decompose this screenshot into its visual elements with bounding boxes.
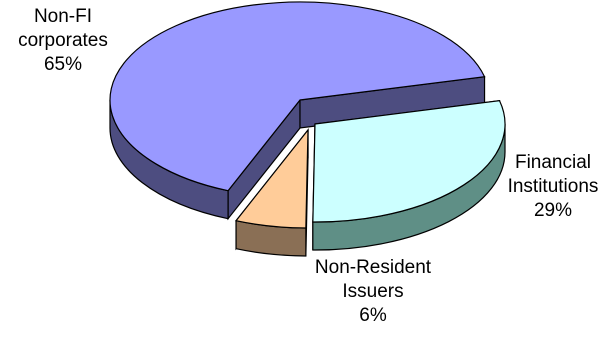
pie-slice-financial-institutions — [312, 100, 506, 251]
slice-name-label: corporates — [18, 30, 108, 51]
slice-name-label: Financial — [515, 152, 591, 173]
slice-name-label: Institutions — [508, 176, 599, 197]
slice-name-label: Issuers — [342, 281, 403, 302]
slice-name-label: Non-Resident — [315, 257, 432, 278]
slice-value-label: 65% — [44, 54, 82, 75]
slice-label: Financial Institutions 29% — [508, 152, 599, 221]
pie-slice-non-fi-corporates — [109, 1, 486, 221]
slice-label: Non-Resident Issuers 6% — [315, 257, 432, 326]
pie-slice-top — [312, 100, 506, 223]
pie-slice-top — [109, 1, 486, 192]
slice-value-label: 29% — [534, 200, 572, 221]
slice-value-label: 6% — [359, 305, 387, 326]
pie-slice-non-resident-issuers — [234, 128, 309, 257]
slice-label: Non-FI corporates 65% — [18, 6, 108, 75]
pie-slice-top — [234, 128, 309, 229]
slice-name-label: Non-FI — [34, 6, 92, 27]
